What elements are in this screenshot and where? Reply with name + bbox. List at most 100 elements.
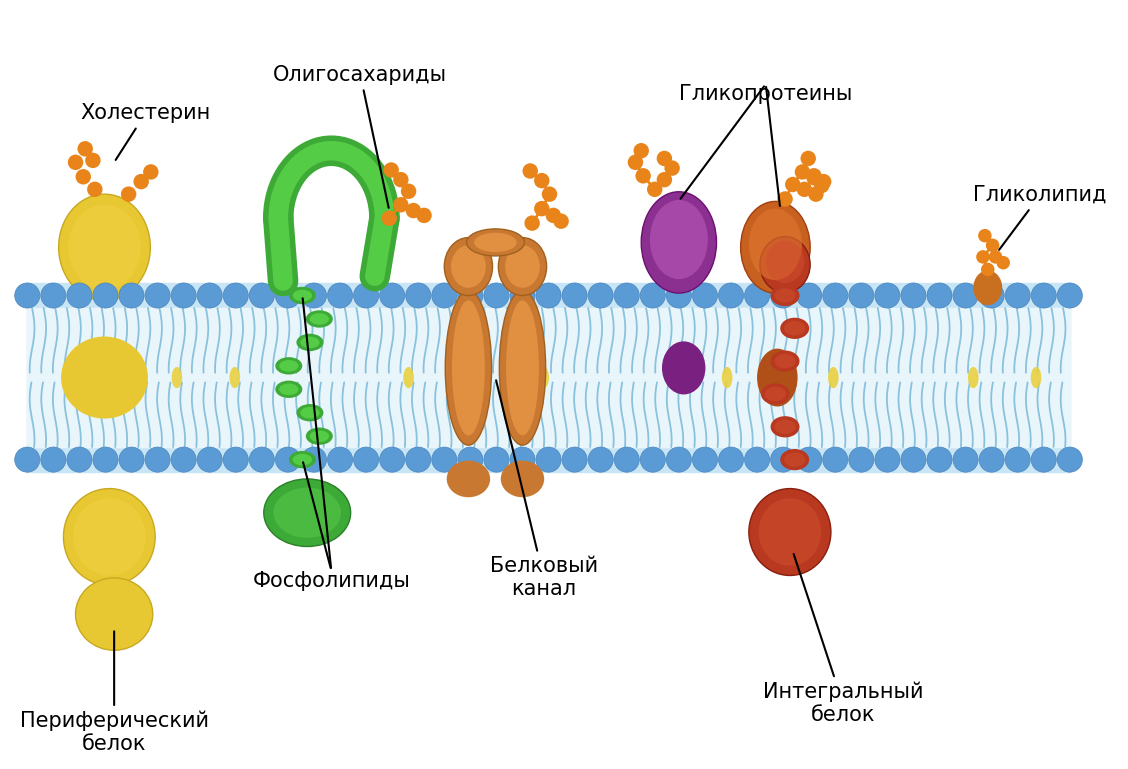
Circle shape xyxy=(978,229,992,242)
Circle shape xyxy=(979,447,1004,472)
Ellipse shape xyxy=(499,238,547,295)
Ellipse shape xyxy=(641,191,716,293)
Circle shape xyxy=(656,151,672,166)
Ellipse shape xyxy=(722,367,732,388)
Ellipse shape xyxy=(293,290,312,301)
Circle shape xyxy=(981,263,995,276)
Text: Гликолипид: Гликолипид xyxy=(973,185,1107,250)
Circle shape xyxy=(770,447,795,472)
Circle shape xyxy=(814,178,829,193)
Circle shape xyxy=(536,447,561,472)
Circle shape xyxy=(76,169,91,185)
Circle shape xyxy=(484,447,509,472)
Circle shape xyxy=(121,186,136,202)
Ellipse shape xyxy=(467,229,525,256)
Circle shape xyxy=(406,203,421,218)
Ellipse shape xyxy=(171,367,183,388)
Circle shape xyxy=(522,163,538,178)
Circle shape xyxy=(976,250,989,264)
Ellipse shape xyxy=(293,454,312,465)
Circle shape xyxy=(275,283,300,308)
Circle shape xyxy=(400,184,416,199)
Circle shape xyxy=(146,447,170,472)
Circle shape xyxy=(118,283,144,308)
Circle shape xyxy=(801,151,816,166)
Circle shape xyxy=(796,447,821,472)
Circle shape xyxy=(327,283,353,308)
Ellipse shape xyxy=(761,384,790,404)
Ellipse shape xyxy=(447,461,491,498)
Circle shape xyxy=(432,447,457,472)
Ellipse shape xyxy=(758,498,821,566)
Circle shape xyxy=(301,447,326,472)
Circle shape xyxy=(848,447,874,472)
Circle shape xyxy=(1031,283,1056,308)
Ellipse shape xyxy=(749,488,831,575)
Circle shape xyxy=(510,283,535,308)
Circle shape xyxy=(562,283,588,308)
Circle shape xyxy=(614,447,640,472)
Circle shape xyxy=(744,447,769,472)
Ellipse shape xyxy=(766,241,804,283)
Ellipse shape xyxy=(775,354,795,368)
Ellipse shape xyxy=(474,233,517,252)
Circle shape xyxy=(744,283,769,308)
Circle shape xyxy=(634,143,649,158)
Bar xyxy=(27,308,1069,447)
Circle shape xyxy=(562,447,588,472)
Circle shape xyxy=(848,283,874,308)
Ellipse shape xyxy=(229,367,240,388)
Ellipse shape xyxy=(968,367,979,388)
Ellipse shape xyxy=(306,310,333,328)
Circle shape xyxy=(525,215,540,231)
Ellipse shape xyxy=(500,291,546,445)
Ellipse shape xyxy=(69,205,141,290)
Ellipse shape xyxy=(279,360,299,371)
Text: Гликопротеины: Гликопротеины xyxy=(679,84,853,104)
Circle shape xyxy=(275,447,300,472)
Circle shape xyxy=(588,447,614,472)
Circle shape xyxy=(249,283,274,308)
Circle shape xyxy=(381,211,397,226)
Ellipse shape xyxy=(775,420,795,434)
Circle shape xyxy=(901,447,926,472)
Ellipse shape xyxy=(775,288,795,303)
Ellipse shape xyxy=(264,479,351,547)
Circle shape xyxy=(15,283,39,308)
Circle shape xyxy=(795,165,810,180)
Ellipse shape xyxy=(59,194,150,301)
Circle shape xyxy=(536,283,561,308)
Ellipse shape xyxy=(446,291,492,445)
Ellipse shape xyxy=(1031,367,1041,388)
Circle shape xyxy=(41,447,65,472)
Circle shape xyxy=(118,447,144,472)
Circle shape xyxy=(171,283,196,308)
Circle shape xyxy=(380,283,405,308)
Circle shape xyxy=(68,155,83,170)
Circle shape xyxy=(996,256,1010,269)
Circle shape xyxy=(78,141,92,157)
Ellipse shape xyxy=(538,367,549,388)
Ellipse shape xyxy=(784,452,805,467)
Ellipse shape xyxy=(662,341,705,394)
Circle shape xyxy=(777,191,793,207)
Circle shape xyxy=(719,447,743,472)
Ellipse shape xyxy=(300,337,319,348)
Circle shape xyxy=(197,447,222,472)
Ellipse shape xyxy=(973,271,1003,305)
Circle shape xyxy=(635,168,651,184)
Ellipse shape xyxy=(501,461,544,498)
Ellipse shape xyxy=(297,404,324,421)
Circle shape xyxy=(510,447,535,472)
Circle shape xyxy=(41,283,65,308)
Circle shape xyxy=(693,283,717,308)
Ellipse shape xyxy=(306,428,333,444)
Ellipse shape xyxy=(289,287,316,305)
Circle shape xyxy=(546,208,561,223)
Circle shape xyxy=(953,447,978,472)
Ellipse shape xyxy=(781,318,809,339)
Ellipse shape xyxy=(310,313,329,325)
Ellipse shape xyxy=(273,488,341,538)
Circle shape xyxy=(1005,283,1030,308)
Circle shape xyxy=(380,447,405,472)
